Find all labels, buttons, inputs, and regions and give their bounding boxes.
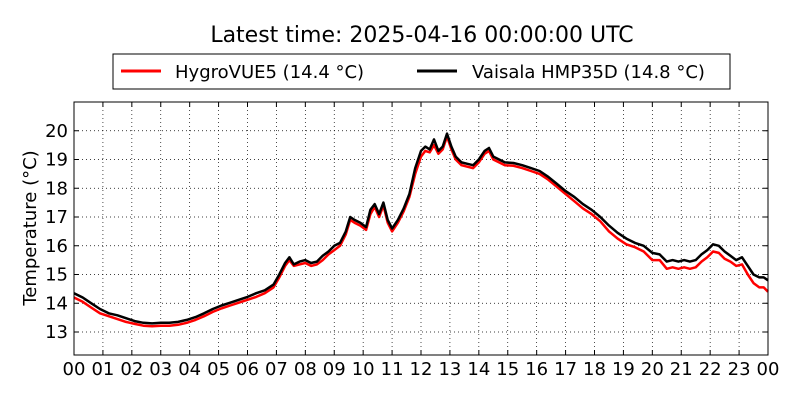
y-tick-label: 17 (45, 207, 68, 228)
y-tick-label: 15 (45, 265, 68, 286)
x-tick-label: 14 (467, 359, 490, 380)
x-tick-label: 13 (438, 359, 461, 380)
series-line-vaisala (73, 132, 769, 325)
x-tick-label: 22 (699, 359, 722, 380)
x-tick-label: 06 (236, 359, 259, 380)
x-tick-label: 04 (178, 359, 201, 380)
y-tick-label: 20 (45, 121, 68, 142)
series-line-hygrovue5 (73, 135, 769, 328)
y-tick-label: 19 (45, 150, 68, 171)
legend: HygroVUE5 (14.4 °C) Vaisala HMP35D (14.8… (112, 53, 731, 90)
grid-lines (74, 102, 768, 355)
plot-frame (73, 101, 769, 356)
x-tick-label: 00 (757, 359, 780, 380)
chart-title: Latest time: 2025-04-16 00:00:00 UTC (210, 23, 633, 48)
series-layer (73, 132, 769, 328)
x-tick-label: 10 (352, 359, 375, 380)
x-tick-label: 20 (641, 359, 664, 380)
x-tick-label: 16 (525, 359, 548, 380)
y-axis-label: Temperature (°C) (20, 150, 41, 306)
x-tick-label: 07 (265, 359, 288, 380)
x-tick-label: 09 (323, 359, 346, 380)
x-tick-label: 18 (583, 359, 606, 380)
x-tick-label: 05 (207, 359, 230, 380)
y-tick-labels: 13 14 15 16 17 18 19 20 (45, 121, 68, 343)
x-tick-label: 19 (612, 359, 635, 380)
x-tick-label: 23 (728, 359, 751, 380)
y-tick-label: 13 (45, 322, 68, 343)
x-tick-label: 11 (381, 359, 404, 380)
ticks (73, 102, 769, 355)
y-tick-label: 14 (45, 293, 68, 314)
x-tick-label: 00 (63, 359, 86, 380)
x-tick-label: 03 (149, 359, 172, 380)
y-tick-label: 18 (45, 178, 68, 199)
x-tick-label: 15 (496, 359, 519, 380)
x-tick-label: 21 (670, 359, 693, 380)
y-tick-label: 16 (45, 236, 68, 257)
x-tick-label: 08 (294, 359, 317, 380)
x-tick-label: 02 (120, 359, 143, 380)
x-tick-label: 12 (410, 359, 433, 380)
x-tick-label: 17 (554, 359, 577, 380)
legend-label-vaisala: Vaisala HMP35D (14.8 °C) (472, 62, 705, 83)
x-tick-label: 01 (91, 359, 114, 380)
legend-label-hygrovue5: HygroVUE5 (14.4 °C) (175, 62, 364, 83)
x-tick-labels: 00 01 02 03 04 05 06 07 08 09 10 11 12 13 14 15 16 17 18 19… (63, 359, 780, 380)
